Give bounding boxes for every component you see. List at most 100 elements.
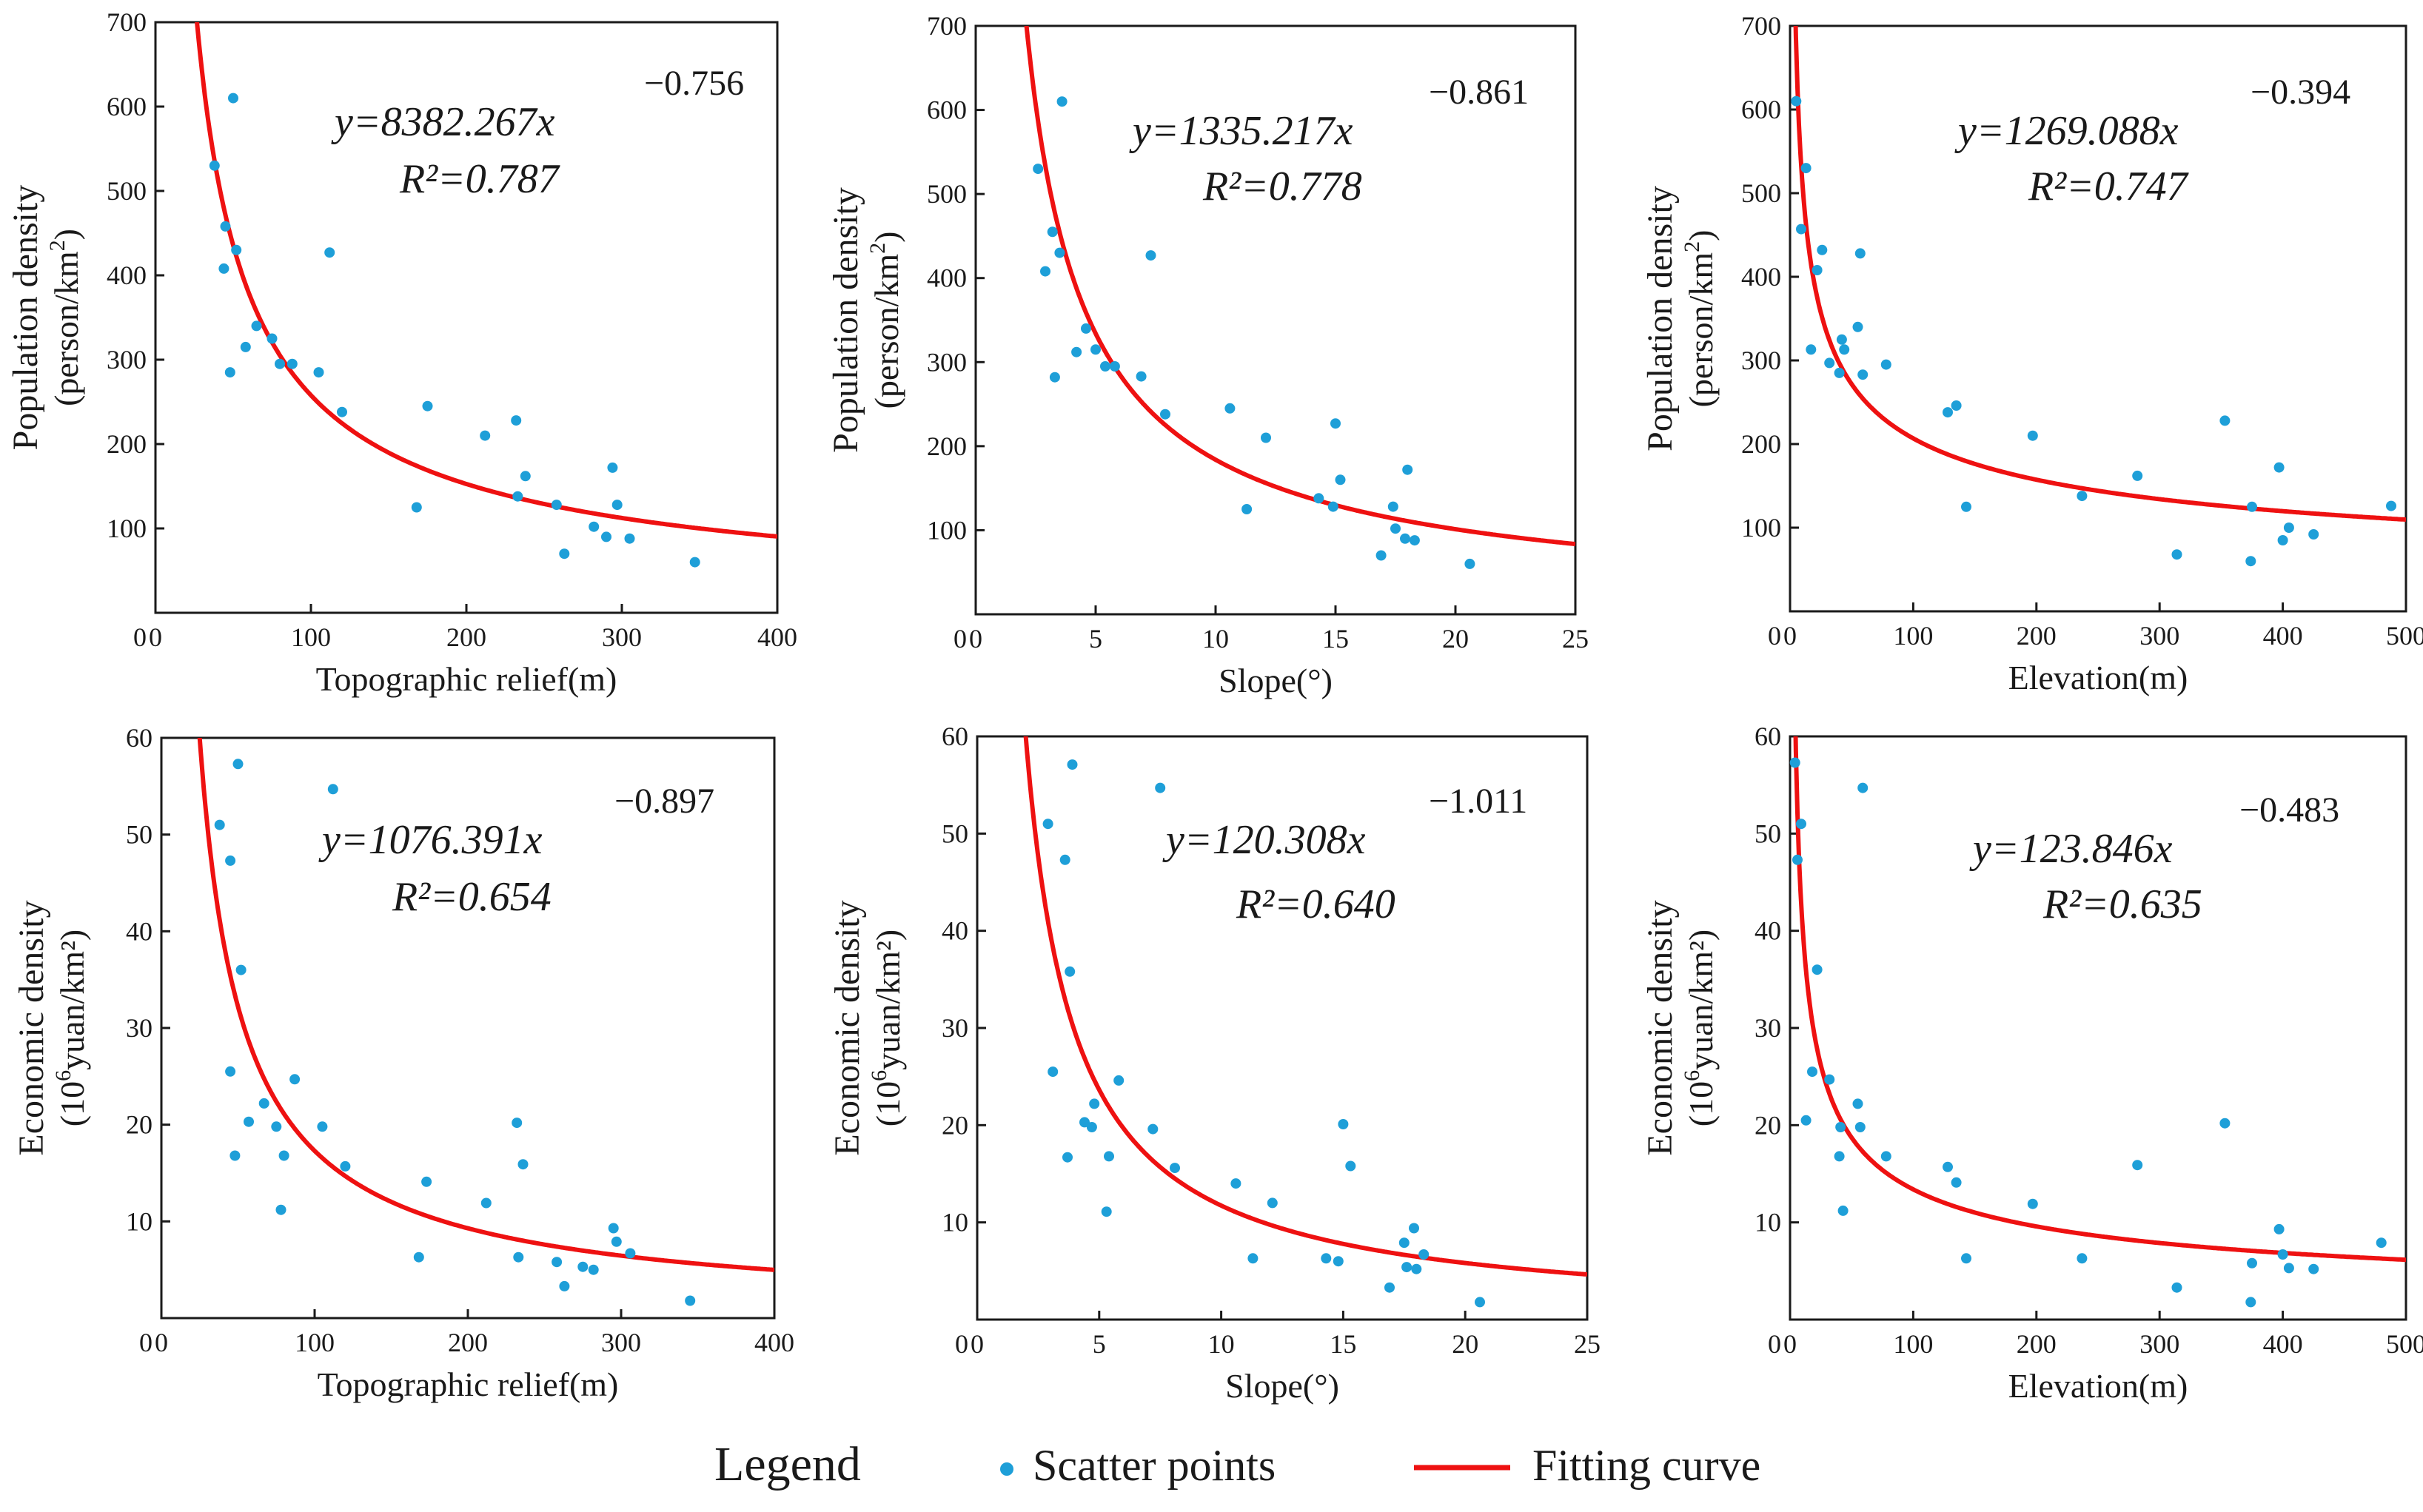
scatter-point	[421, 1176, 432, 1187]
scatter-point	[480, 1197, 492, 1209]
scatter-point	[422, 400, 433, 411]
r-squared-label: R²=0.654	[392, 874, 552, 920]
scatter-point	[1789, 757, 1800, 768]
scatter-point	[1338, 1119, 1349, 1129]
y-tick-label: 700	[107, 7, 147, 37]
y-unit-superscript: 6	[51, 1070, 76, 1081]
scatter-point	[1852, 321, 1863, 332]
scatter-point	[2077, 1253, 2088, 1264]
scatter-point	[1839, 344, 1850, 355]
scatter-point	[235, 964, 247, 975]
y-tick-label: 20	[1755, 1110, 1781, 1140]
scatter-point	[1401, 1262, 1412, 1273]
x-tick-label: 400	[2263, 621, 2303, 651]
x-tick-label: 200	[2017, 621, 2057, 651]
y-axis-label: Population density	[6, 185, 45, 451]
y-tick-label: 30	[126, 1013, 153, 1043]
x-tick-label: 5	[1089, 624, 1102, 653]
scatter-point	[1089, 1098, 1100, 1109]
y-tick-label: 20	[942, 1110, 968, 1140]
y-tick-label: 300	[1741, 346, 1781, 375]
scatter-point	[511, 415, 522, 426]
y-tick-label: 60	[126, 723, 153, 753]
x-tick-label: 100	[1893, 1329, 1933, 1359]
y-tick-label: 500	[927, 179, 967, 209]
x-tick-label: 500	[2386, 1329, 2423, 1359]
scatter-point	[520, 471, 531, 482]
scatter-point	[2273, 1223, 2285, 1234]
scatter-point	[552, 1257, 563, 1268]
scatter-point	[624, 533, 635, 544]
scatter-point	[214, 819, 225, 830]
y-axis-unit-label: (106yuan/km²)	[867, 930, 907, 1126]
origin-label: 0	[954, 624, 967, 653]
scatter-point	[1247, 1253, 1259, 1264]
y-tick-label: 40	[126, 916, 153, 946]
scatter-point	[1101, 1206, 1112, 1217]
y-tick-label: 300	[927, 347, 967, 377]
y-tick-label: 700	[1741, 11, 1781, 41]
origin-label: 0	[1768, 621, 1781, 651]
y-axis-label: Economic density	[12, 900, 51, 1155]
scatter-point	[1267, 1197, 1278, 1209]
scatter-point	[2308, 529, 2319, 540]
scatter-point	[2027, 1198, 2038, 1209]
y-axis-label: Population density	[1641, 186, 1680, 451]
scatter-point	[289, 1074, 301, 1085]
scatter-point	[607, 462, 618, 473]
y-unit-superscript: 2	[1680, 241, 1704, 252]
x-axis-label: Elevation(m)	[2008, 659, 2188, 696]
scatter-point	[2132, 1160, 2143, 1171]
fitting-curve	[1793, 26, 2406, 523]
r-squared-label: R²=0.778	[1202, 164, 1362, 209]
scatter-point	[1241, 504, 1253, 514]
x-tick-label: 10	[1208, 1329, 1235, 1359]
legend-points-label: Scatter points	[1033, 1441, 1276, 1490]
scatter-point	[2283, 523, 2294, 533]
legend-point-marker	[1000, 1462, 1013, 1476]
scatter-point	[1824, 357, 1835, 369]
scatter-point	[1062, 1152, 1073, 1163]
panel-b: 0 5 10 15 20 25 100 200 300 400 500 600 700 0 Slope(°)…	[826, 11, 1589, 699]
scatter-point	[1791, 95, 1802, 107]
scatter-point	[1806, 344, 1817, 355]
scatter-point	[1033, 164, 1044, 175]
scatter-point	[689, 557, 700, 568]
scatter-point	[1042, 819, 1053, 830]
x-tick-label: 200	[2017, 1329, 2057, 1359]
scatter-point	[551, 500, 562, 511]
scatter-point	[2247, 1257, 2257, 1269]
x-tick-label: 20	[1452, 1329, 1478, 1359]
x-tick-label: 100	[295, 1328, 335, 1357]
scatter-point	[2283, 1263, 2294, 1274]
scatter-point	[1796, 224, 1806, 235]
scatter-point	[1040, 266, 1050, 277]
y-unit-part: (10	[53, 1081, 91, 1126]
legend-curve-label: Fitting curve	[1532, 1441, 1760, 1490]
scatter-point	[317, 1121, 328, 1132]
y-tick-label: 400	[1741, 262, 1781, 292]
scatter-point	[1054, 247, 1065, 258]
equation-exponent: −0.897	[614, 782, 714, 821]
x-tick-label: 300	[2139, 621, 2179, 651]
scatter-point	[1409, 535, 1420, 546]
scatter-point	[209, 160, 220, 171]
scatter-point	[267, 333, 278, 344]
scatter-point	[1961, 501, 1971, 512]
scatter-point	[1081, 323, 1091, 334]
scatter-point	[1160, 409, 1170, 420]
scatter-point	[2132, 470, 2143, 481]
scatter-point	[1418, 1249, 1430, 1260]
scatter-point	[1313, 493, 1324, 504]
legend: Legend Scatter points Fitting curve	[714, 1437, 1760, 1491]
scatter-point	[1155, 782, 1166, 793]
scatter-point	[2171, 1282, 2182, 1293]
scatter-point	[2308, 1263, 2319, 1274]
equation-text: y=1269.088x	[1954, 108, 2179, 154]
scatter-point	[1854, 248, 1866, 259]
scatter-point	[1333, 1256, 1344, 1267]
scatter-point	[1327, 501, 1338, 512]
equation-text: y=1335.217x	[1129, 108, 1353, 154]
scatter-point	[1817, 244, 1828, 255]
scatter-point	[1854, 1122, 1866, 1132]
